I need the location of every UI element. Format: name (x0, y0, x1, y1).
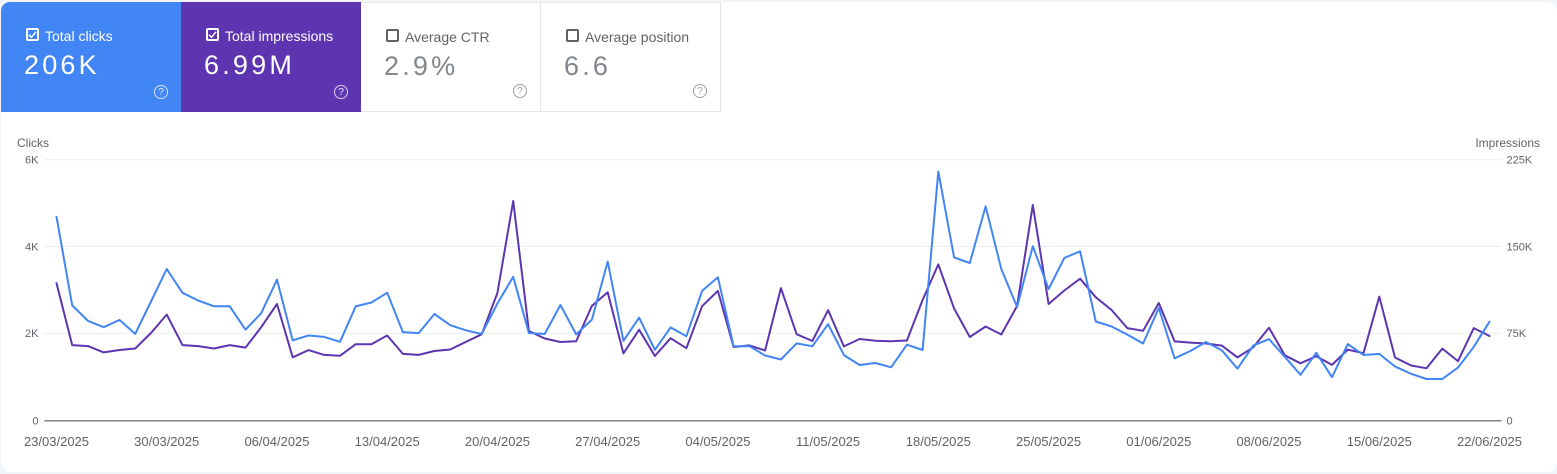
svg-text:4K: 4K (25, 241, 39, 253)
svg-text:23/03/2025: 23/03/2025 (24, 434, 89, 449)
svg-text:150K: 150K (1507, 241, 1533, 253)
svg-text:27/04/2025: 27/04/2025 (575, 434, 640, 449)
svg-text:01/06/2025: 01/06/2025 (1126, 434, 1191, 449)
svg-text:6K: 6K (25, 155, 39, 167)
svg-text:2K: 2K (25, 328, 39, 340)
svg-text:30/03/2025: 30/03/2025 (134, 434, 199, 449)
svg-text:13/04/2025: 13/04/2025 (355, 434, 420, 449)
svg-text:Clicks: Clicks (17, 136, 49, 150)
svg-text:225K: 225K (1507, 155, 1533, 167)
svg-text:11/05/2025: 11/05/2025 (796, 434, 860, 449)
svg-text:0: 0 (32, 415, 38, 427)
svg-text:22/06/2025: 22/06/2025 (1457, 434, 1522, 449)
svg-text:20/04/2025: 20/04/2025 (465, 434, 530, 449)
svg-text:06/04/2025: 06/04/2025 (244, 434, 309, 449)
svg-text:Impressions: Impressions (1475, 136, 1540, 150)
svg-text:15/06/2025: 15/06/2025 (1347, 434, 1412, 449)
svg-text:08/06/2025: 08/06/2025 (1236, 434, 1301, 449)
svg-text:25/05/2025: 25/05/2025 (1016, 434, 1081, 449)
svg-text:18/05/2025: 18/05/2025 (906, 434, 971, 449)
svg-text:75K: 75K (1507, 328, 1527, 340)
svg-text:0: 0 (1507, 415, 1513, 427)
svg-text:04/05/2025: 04/05/2025 (685, 434, 750, 449)
